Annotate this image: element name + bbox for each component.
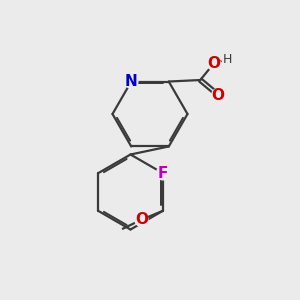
Circle shape [207,57,220,70]
Text: H: H [223,52,232,65]
Circle shape [212,88,225,102]
Circle shape [135,213,148,226]
Text: O: O [212,88,225,103]
Circle shape [222,54,233,64]
Text: O: O [135,212,148,227]
Circle shape [125,75,138,88]
Text: F: F [158,166,168,181]
Text: N: N [125,74,138,89]
Text: O: O [207,56,220,71]
Circle shape [156,167,170,180]
